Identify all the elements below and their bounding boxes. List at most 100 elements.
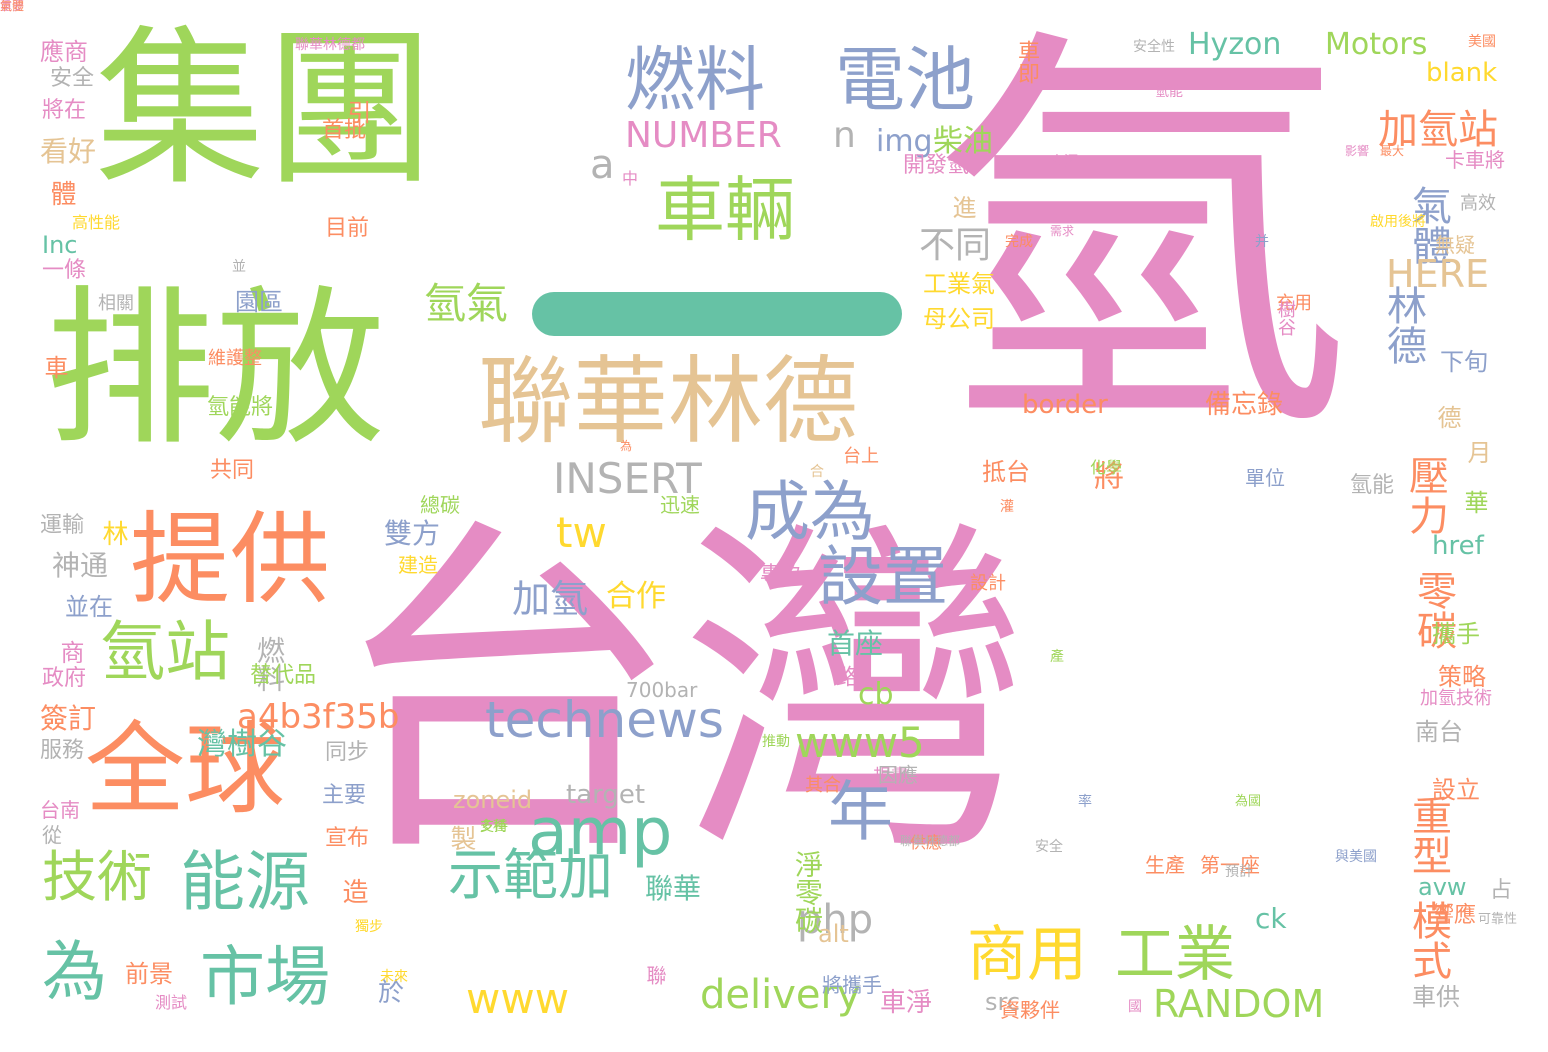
word: Hyzon <box>1188 27 1282 62</box>
word: 造 <box>338 878 368 904</box>
word: 一條 <box>42 258 87 283</box>
word: 園區 <box>235 288 283 316</box>
word: 德 <box>1433 405 1461 429</box>
word: 服務 <box>40 738 85 763</box>
word: 製 <box>446 825 476 851</box>
word: 政府 <box>42 666 87 691</box>
word: 母公司 <box>923 305 995 333</box>
word: 排放 <box>45 271 386 469</box>
word: 成為 <box>745 475 876 550</box>
word: 電池 <box>835 39 975 121</box>
word: RANDOM <box>1153 982 1325 1026</box>
word: 多種 <box>480 819 507 834</box>
word: 重要 <box>0 0 25 13</box>
word: 策略 <box>1438 663 1486 691</box>
word: 設立 <box>1432 776 1480 804</box>
word: 年 <box>828 775 894 850</box>
word: 最大 <box>1380 144 1405 158</box>
word: blank <box>1426 58 1498 88</box>
word: 宣布 <box>325 826 370 851</box>
word: cb <box>858 677 894 712</box>
word: 影響 <box>1345 144 1370 158</box>
word: 700bar <box>626 678 698 702</box>
word: border <box>1022 390 1108 420</box>
word: 為 <box>42 935 108 1010</box>
word: 加氫技術 <box>1420 688 1492 709</box>
word: 華 <box>1460 490 1488 514</box>
word: 安全性 <box>1133 39 1175 55</box>
word: target <box>566 780 646 810</box>
word: 國 <box>1128 999 1142 1015</box>
word: 支持 <box>480 819 508 835</box>
word: 高效 <box>1460 193 1496 214</box>
word: 南台 <box>1415 718 1463 746</box>
word: 加氫 <box>512 577 589 621</box>
word: 林 <box>98 520 128 546</box>
word: technews <box>485 691 724 749</box>
word: 啟用後將 <box>1370 214 1426 230</box>
word: 雙方 <box>384 517 441 550</box>
word: 目前 <box>325 216 370 241</box>
word: 設計 <box>970 573 1006 594</box>
word: 將 <box>1088 460 1123 490</box>
word: Motors <box>1325 27 1428 62</box>
word: 全球 <box>85 711 285 828</box>
word: 下旬 <box>1440 348 1488 376</box>
word: 卡車將 <box>1445 148 1505 172</box>
word: 台灣 <box>330 491 1030 899</box>
word: 高性能 <box>72 213 121 232</box>
word: 備忘錄 <box>1205 390 1284 420</box>
word: 工業 <box>1115 920 1235 990</box>
word: 台南 <box>40 798 80 822</box>
word: 前景 <box>125 960 173 988</box>
word: 率 <box>1078 794 1092 810</box>
word: zoneid <box>453 786 533 814</box>
word: 合作 <box>606 579 666 614</box>
word: 替代品 <box>250 663 317 688</box>
word: 壓力 <box>1402 455 1448 535</box>
word: 占 <box>1490 878 1513 903</box>
word: www5 <box>795 718 925 767</box>
word: img <box>876 124 933 159</box>
word: 總碳 <box>420 493 460 517</box>
word: 聯華林德 <box>478 347 859 457</box>
word: 並 <box>232 259 246 275</box>
word: 攜手 <box>1432 620 1480 648</box>
word: 提供 <box>130 501 330 618</box>
word: amp <box>528 795 673 870</box>
word: 車淨 <box>880 988 933 1018</box>
word: 引 <box>343 100 371 124</box>
word: 無疑 <box>1435 233 1475 257</box>
word: 專為 <box>760 563 805 588</box>
word: 推動 <box>762 734 790 750</box>
word: 聯華林德都 <box>295 37 365 53</box>
word: 從 <box>42 823 62 847</box>
word: 市場 <box>200 940 331 1015</box>
word: 月 <box>1463 440 1491 464</box>
word: 神通 <box>52 549 109 582</box>
word: 氣體 <box>1405 185 1451 265</box>
word: 安全 <box>1035 839 1063 855</box>
word: src <box>985 988 1021 1016</box>
word: Inc <box>42 231 78 259</box>
word: 並在 <box>65 593 113 621</box>
word: 需求 <box>1050 224 1075 238</box>
word: 商 <box>56 640 84 664</box>
word: 灌 <box>1000 499 1014 515</box>
word: 灣樹谷 <box>197 727 287 762</box>
word: 商用 <box>967 920 1087 990</box>
word: php <box>797 897 874 943</box>
word: 路 <box>832 665 857 687</box>
word: 首批 <box>322 118 367 143</box>
word: 柴油 <box>933 124 993 159</box>
word: 氣體 <box>0 0 25 13</box>
word: 技術 <box>42 845 153 909</box>
word: 完成 <box>1005 234 1033 250</box>
word: 美國 <box>1468 34 1496 50</box>
word: 其合 <box>805 775 841 796</box>
word: 淨零碳 <box>791 850 824 934</box>
word: 工業氣 <box>923 270 995 298</box>
word: delivery <box>700 972 861 1018</box>
word: 進 <box>948 195 976 219</box>
word: 化學 <box>1090 458 1123 477</box>
